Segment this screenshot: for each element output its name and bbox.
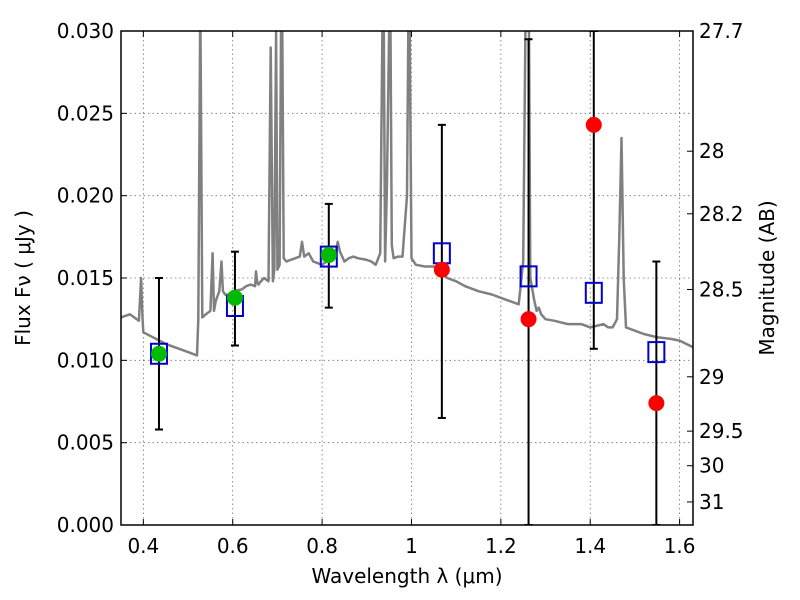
model-spectrum: [121, 31, 693, 357]
x-axis-label: Wavelength λ (μm): [311, 564, 502, 588]
right-tick-label: 28.5: [699, 278, 744, 302]
circle-marker: [433, 261, 450, 278]
x-tick-label: 0.6: [217, 534, 249, 558]
x-tick-label: 0.4: [127, 534, 159, 558]
right-tick-label: 28.2: [699, 202, 744, 226]
right-tick-label: 29: [699, 365, 724, 389]
circle-marker: [585, 116, 602, 133]
x-axis-ticks: 0.4 0.6 0.8 1 1.2 1.4 1.6: [127, 31, 696, 558]
circle-marker: [648, 395, 665, 412]
x-tick-label: 0.8: [306, 534, 338, 558]
right-axis-label: Magnitude (AB): [755, 200, 779, 355]
spectrum-line: [121, 31, 693, 357]
circle-marker: [226, 289, 243, 306]
right-tick-label: 29.5: [699, 419, 744, 443]
x-tick-label: 1.4: [574, 534, 606, 558]
y-tick-label: 0.015: [57, 266, 114, 290]
y-tick-label: 0.000: [57, 513, 114, 537]
square-marker: [319, 245, 338, 268]
circle-marker: [150, 345, 167, 362]
data-markers: [149, 116, 666, 412]
y-tick-label: 0.010: [57, 348, 114, 372]
square-marker: [584, 281, 603, 304]
circle-marker: [520, 311, 537, 328]
square-marker: [647, 341, 666, 364]
y-axis-label: Flux Fν ( μJy ): [11, 210, 35, 346]
right-tick-label: 30: [699, 454, 724, 478]
x-tick-label: 1.6: [664, 534, 696, 558]
right-tick-label: 31: [699, 490, 724, 514]
right-axis-ticks: 27.7 28 28.2 28.5 29 29.5 30 31: [687, 19, 744, 514]
right-tick-label: 28: [699, 139, 724, 163]
y-tick-label: 0.025: [57, 101, 114, 125]
right-tick-label: 27.7: [699, 19, 744, 43]
y-tick-label: 0.030: [57, 19, 114, 43]
x-tick-label: 1.2: [485, 534, 517, 558]
square-marker: [519, 265, 538, 288]
y-tick-label: 0.020: [57, 184, 114, 208]
x-tick-label: 1: [405, 534, 418, 558]
y-axis-ticks: 0.000 0.005 0.010 0.015 0.020 0.025 0.030: [57, 19, 127, 537]
circle-marker: [320, 246, 337, 263]
y-tick-label: 0.005: [57, 431, 114, 455]
